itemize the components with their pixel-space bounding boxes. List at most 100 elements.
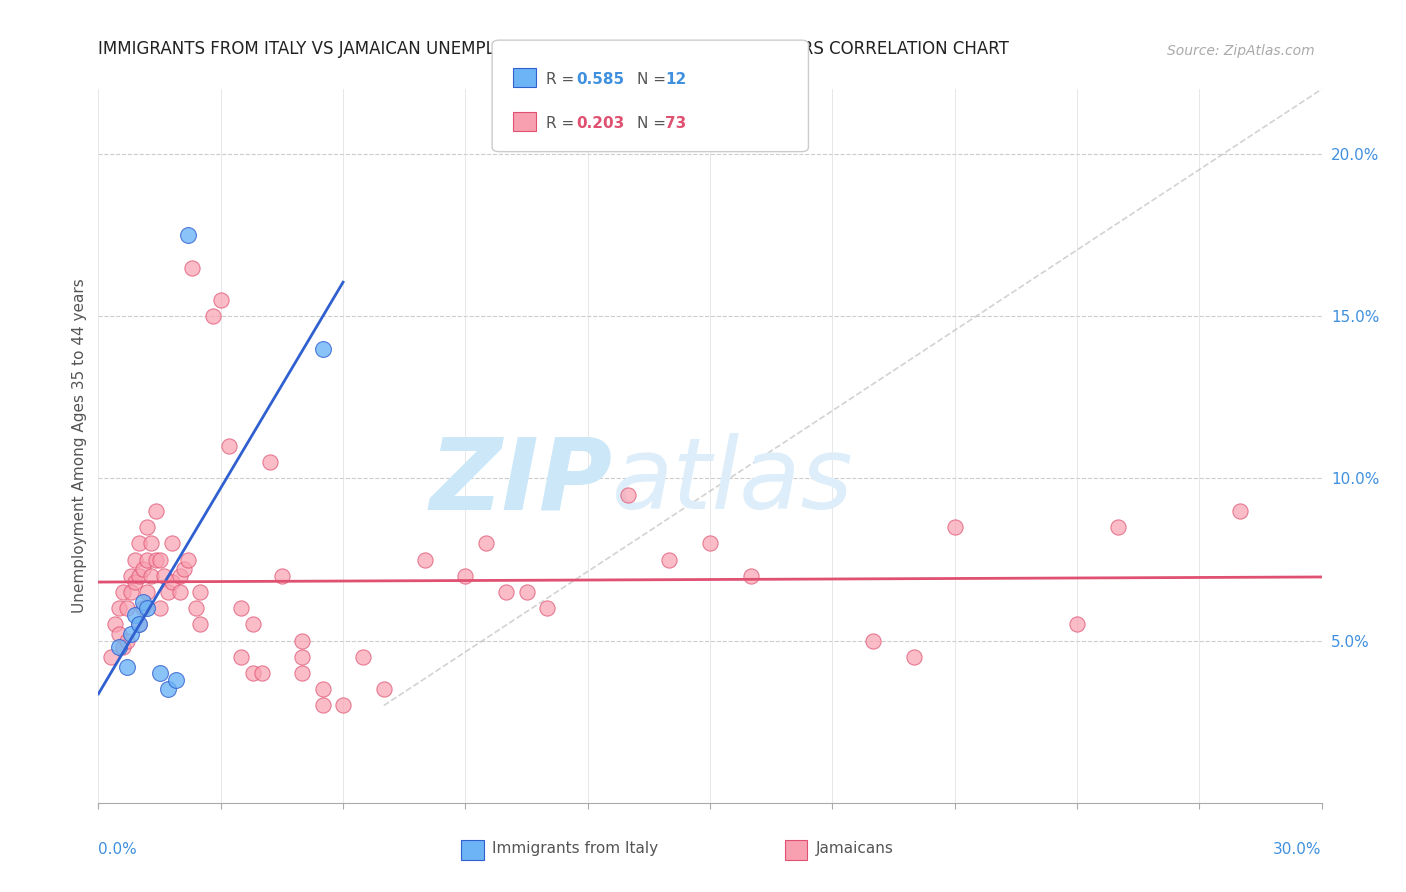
Point: [181, 260, 204, 275]
Point: [160, 536, 183, 550]
Point: [352, 649, 374, 664]
Point: [149, 552, 172, 566]
Point: [149, 666, 172, 681]
Text: 0.203: 0.203: [576, 116, 624, 130]
Text: N =: N =: [637, 116, 671, 130]
Point: [136, 601, 159, 615]
Point: [1107, 520, 1129, 534]
Point: [1229, 504, 1251, 518]
Point: [141, 536, 163, 550]
Point: [413, 552, 436, 566]
Point: [231, 601, 253, 615]
Point: [124, 607, 146, 622]
Text: R =: R =: [546, 116, 579, 130]
Text: ZIP: ZIP: [429, 434, 612, 530]
Point: [291, 666, 314, 681]
Point: [218, 439, 240, 453]
Point: [120, 568, 142, 582]
Point: [903, 649, 925, 664]
Point: [128, 617, 150, 632]
Point: [136, 552, 159, 566]
Point: [536, 601, 558, 615]
Point: [111, 585, 134, 599]
Point: [259, 455, 281, 469]
Text: R =: R =: [546, 72, 579, 87]
Text: Source: ZipAtlas.com: Source: ZipAtlas.com: [1167, 44, 1315, 58]
Point: [740, 568, 762, 582]
Point: [128, 568, 150, 582]
Point: [115, 633, 138, 648]
Point: [108, 640, 131, 654]
Point: [943, 520, 966, 534]
Point: [169, 568, 191, 582]
Point: [373, 682, 395, 697]
Point: [145, 552, 167, 566]
Point: [100, 649, 122, 664]
Point: [104, 617, 127, 632]
Text: 30.0%: 30.0%: [1274, 842, 1322, 857]
Point: [128, 536, 150, 550]
Text: 0.0%: 0.0%: [98, 842, 138, 857]
Point: [474, 536, 498, 550]
Point: [128, 617, 150, 632]
Point: [231, 649, 253, 664]
Point: [156, 682, 179, 697]
Point: [270, 568, 294, 582]
Point: [658, 552, 681, 566]
Point: [454, 568, 477, 582]
Point: [145, 504, 167, 518]
Point: [115, 659, 138, 673]
Point: [132, 562, 155, 576]
Point: [149, 601, 172, 615]
Point: [108, 627, 131, 641]
Point: [136, 520, 159, 534]
Point: [186, 601, 208, 615]
Point: [516, 585, 538, 599]
Point: [209, 293, 232, 307]
Point: [177, 552, 200, 566]
Point: [312, 698, 335, 713]
Point: [617, 488, 640, 502]
Text: IMMIGRANTS FROM ITALY VS JAMAICAN UNEMPLOYMENT AMONG AGES 35 TO 44 YEARS CORRELA: IMMIGRANTS FROM ITALY VS JAMAICAN UNEMPL…: [98, 40, 1010, 58]
Point: [699, 536, 721, 550]
Text: 0.585: 0.585: [576, 72, 624, 87]
Point: [120, 585, 142, 599]
Point: [115, 601, 138, 615]
Point: [169, 585, 191, 599]
Point: [111, 640, 134, 654]
Point: [312, 682, 335, 697]
Text: 73: 73: [665, 116, 686, 130]
Point: [1066, 617, 1088, 632]
Point: [160, 575, 183, 590]
Text: atlas: atlas: [612, 434, 853, 530]
Point: [332, 698, 354, 713]
Point: [108, 601, 131, 615]
Point: [242, 666, 264, 681]
Point: [291, 649, 314, 664]
Point: [242, 617, 264, 632]
Point: [250, 666, 273, 681]
Point: [136, 585, 159, 599]
Point: [312, 342, 335, 356]
Point: [495, 585, 517, 599]
Point: [156, 585, 179, 599]
Point: [141, 568, 163, 582]
Point: [188, 617, 212, 632]
Point: [862, 633, 884, 648]
Point: [173, 562, 195, 576]
Point: [132, 595, 155, 609]
Point: [177, 228, 200, 243]
Text: Jamaicans: Jamaicans: [815, 841, 893, 856]
Point: [291, 633, 314, 648]
Text: 12: 12: [665, 72, 686, 87]
Point: [132, 601, 155, 615]
Text: Immigrants from Italy: Immigrants from Italy: [492, 841, 658, 856]
Point: [120, 627, 142, 641]
Point: [188, 585, 212, 599]
Point: [152, 568, 174, 582]
Point: [124, 575, 146, 590]
Point: [124, 552, 146, 566]
Point: [201, 310, 224, 324]
Y-axis label: Unemployment Among Ages 35 to 44 years: Unemployment Among Ages 35 to 44 years: [72, 278, 87, 614]
Point: [165, 673, 187, 687]
